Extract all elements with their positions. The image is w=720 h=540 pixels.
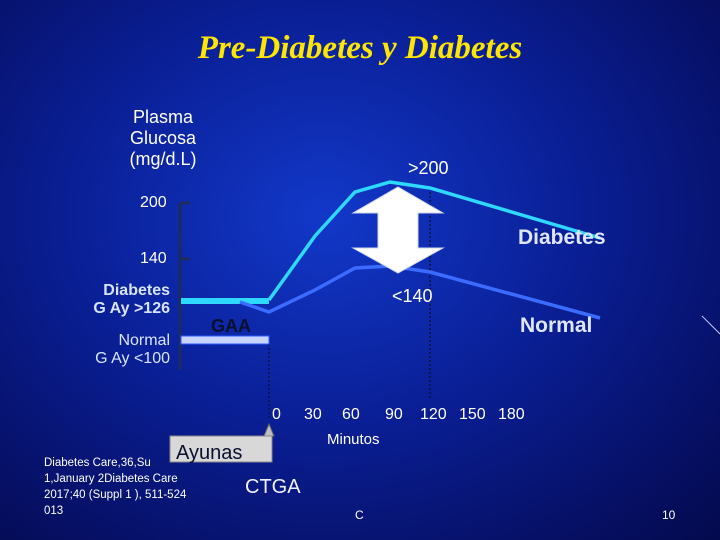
x-tick-90: 90 [385,406,403,423]
ctga-label: CTGA [245,476,301,498]
fasting-normal-line-2: G Ay <100 [95,350,170,367]
ayunas-arrow [263,422,275,437]
x-tick-0: 0 [272,406,281,423]
y-axis-title-line-2: Glucosa [129,128,197,148]
slide-title: Pre-Diabetes y Diabetes [197,30,523,66]
diabetes-curve-label: Diabetes [518,226,606,249]
reference-line-3: 2017;40 (Suppl 1 ), 511-524 [44,489,187,501]
x-tick-60: 60 [342,406,360,423]
cta-double-arrow [351,186,445,274]
page-number: 10 [662,508,676,522]
fasting-diabetes-line-2: G Ay >126 [93,300,170,317]
ayunas-box [169,435,273,463]
reference-line-1: Diabetes Care,36,Su [44,457,151,469]
fasting-normal-label: Normal G Ay <100 [60,332,170,368]
x-axis-title: Minutos [327,431,380,448]
normal-curve-label: Normal [520,314,593,337]
fasting-diabetes-line-1: Diabetes [103,282,170,299]
corner-decoration [701,315,720,335]
y-axis-title: Plasma Glucosa (mg/d.L) [108,107,218,170]
lt140-label: <140 [392,286,433,306]
gaa-label: GAA [211,316,251,336]
footer-letter: C [355,508,364,522]
fasting-normal-line-1: Normal [118,332,170,349]
reference-line-2: 1,January 2Diabetes Care [44,473,178,485]
x-tick-180: 180 [498,406,525,423]
x-tick-150: 150 [459,406,486,423]
reference-line-4: 013 [44,505,64,517]
y-axis-title-line-3: (mg/d.L) [129,149,197,169]
y-tick-label-200: 200 [140,194,167,211]
normal-fasting-box [180,335,270,345]
fasting-diabetes-label: Diabetes G Ay >126 [70,282,170,318]
x-tick-30: 30 [304,406,322,423]
y-axis-title-line-1: Plasma [132,107,194,127]
y-tick-label-140: 140 [140,250,167,267]
gt200-label: >200 [408,158,449,178]
x-tick-120: 120 [420,406,447,423]
cta-label: CTA [381,222,418,243]
ayunas-label: Ayunas [176,442,243,464]
diabetes-curve [267,180,601,302]
reference-citation: Diabetes Care,36,Su 1,January 2Diabetes … [44,455,204,519]
normal-curve [239,264,601,320]
diabetes-fasting-bar [181,298,269,304]
